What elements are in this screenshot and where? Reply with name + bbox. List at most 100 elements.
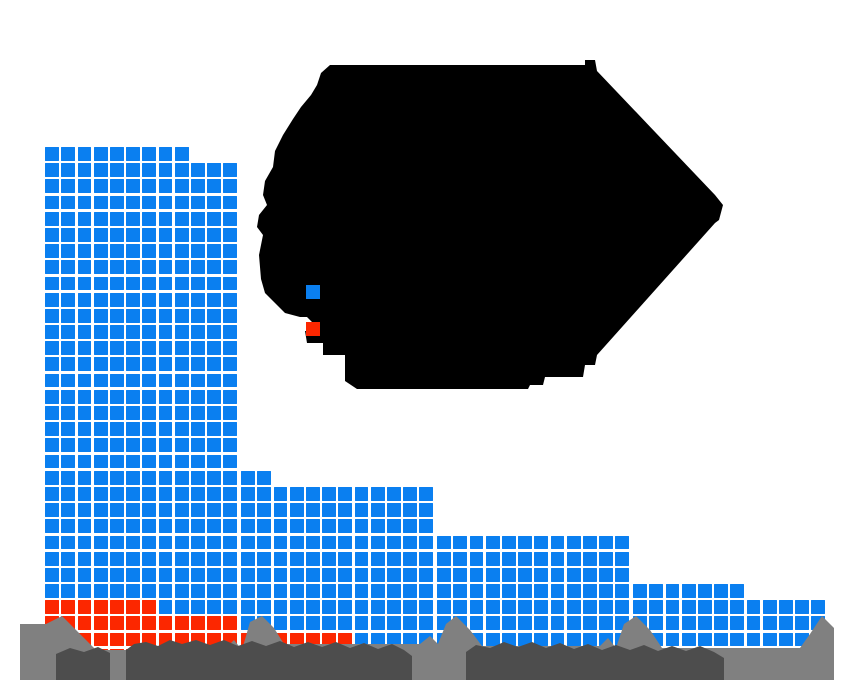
waffle-cell [222,194,238,210]
waffle-cell [141,534,157,550]
waffle-cell [353,486,369,502]
waffle-cell [76,470,92,486]
waffle-cell [174,502,190,518]
waffle-row [44,340,238,356]
waffle-cell [60,470,76,486]
waffle-cell [386,631,402,647]
waffle-cell [93,405,109,421]
waffle-cell [222,470,238,486]
waffle-cell [60,178,76,194]
waffle-cell [125,178,141,194]
waffle-cell [353,615,369,631]
waffle-row [44,534,238,550]
waffle-cell [93,551,109,567]
waffle-cell [206,178,222,194]
waffle-cell [402,567,418,583]
waffle-cell [418,534,434,550]
waffle-cell [93,372,109,388]
waffle-cell [566,615,582,631]
waffle-cell [729,631,745,647]
waffle-cell [353,631,369,647]
waffle-cell [76,437,92,453]
waffle-cell [174,292,190,308]
waffle-cell [125,470,141,486]
waffle-cell [109,437,125,453]
waffle-cell [418,599,434,615]
waffle-cell [93,453,109,469]
waffle-cell [76,275,92,291]
waffle-cell [174,243,190,259]
waffle-cell [582,567,598,583]
waffle-cell [44,551,60,567]
waffle-cell [125,534,141,550]
waffle-cell [76,615,92,631]
waffle-cell [93,292,109,308]
waffle-cell [141,178,157,194]
waffle-cell [436,551,452,567]
waffle-cell [93,502,109,518]
waffle-cell [76,324,92,340]
waffle-cell [60,421,76,437]
waffle-cell [337,502,353,518]
waffle-cell [370,551,386,567]
waffle-row [44,421,238,437]
waffle-cell [109,551,125,567]
waffle-cell [256,534,272,550]
waffle-cell [76,146,92,162]
waffle-cell [206,405,222,421]
waffle-cell [141,146,157,162]
waffle-cell [190,421,206,437]
waffle-cell [60,534,76,550]
waffle-cell [125,162,141,178]
waffle-cell [206,567,222,583]
waffle-cell [174,146,190,162]
waffle-cell [76,599,92,615]
waffle-cell [125,211,141,227]
waffle-cell [125,486,141,502]
waffle-cell [697,631,713,647]
waffle-cell [190,194,206,210]
waffle-cell [141,551,157,567]
waffle-cell [222,453,238,469]
waffle-cell [157,583,173,599]
waffle-cell [533,551,549,567]
waffle-cell [93,567,109,583]
waffle-cell [157,502,173,518]
waffle-cell [109,421,125,437]
waffle-cell [190,259,206,275]
waffle-cell [174,178,190,194]
waffle-cell [582,599,598,615]
waffle-cell [402,486,418,502]
waffle-cell [44,243,60,259]
waffle-cell [533,631,549,647]
waffle-cell [353,567,369,583]
waffle-cell [549,534,565,550]
waffle-cell [174,421,190,437]
waffle-cell [141,405,157,421]
waffle-cell [256,583,272,599]
waffle-cell [222,211,238,227]
waffle-cell [452,551,468,567]
waffle-cell [697,615,713,631]
waffle-cell [386,534,402,550]
waffle-cell [190,518,206,534]
waffle-cell [517,583,533,599]
waffle-cell [289,631,305,647]
waffle-cell [109,518,125,534]
waffle-cell [93,534,109,550]
waffle-cell [157,292,173,308]
waffle-cell [174,518,190,534]
waffle-cell [141,227,157,243]
waffle-cell [272,583,288,599]
waffle-cell [125,405,141,421]
waffle-cell [141,372,157,388]
waffle-cell [141,389,157,405]
waffle-cell [614,551,630,567]
waffle-cell [125,340,141,356]
waffle-row [240,567,434,583]
waffle-cell [321,615,337,631]
waffle-row [240,470,434,486]
waffle-cell [60,502,76,518]
waffle-cell [648,583,664,599]
waffle-cell [206,243,222,259]
